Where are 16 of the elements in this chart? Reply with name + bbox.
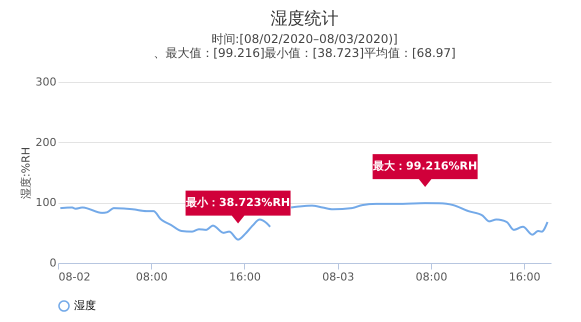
x-tick-label: 08:00 xyxy=(136,270,168,284)
annotation: 最小：38.723%RH xyxy=(184,196,290,210)
y-tick-label: 300 xyxy=(36,76,56,88)
x-tick-label: 16:00 xyxy=(508,270,541,284)
chart-subtitle: 时间:[08/02/2020–08/03/2020)] 、最大值：[99.216]最小值：[38.723]平均值：[68.97] xyxy=(153,32,456,60)
x-tick-label: 16:00 xyxy=(229,270,261,284)
y-tick-label: 200 xyxy=(36,136,56,149)
x-tick-label: 08-03 xyxy=(322,270,354,284)
chart-title: 湿度统计 xyxy=(270,9,338,29)
annotation: 最大：99.216%RH xyxy=(372,160,478,173)
x-tick-label: 08-02 xyxy=(58,270,90,284)
y-tick-label: 100 xyxy=(36,196,56,210)
legend-label: 湿度 xyxy=(74,299,96,312)
x-tick-label: 08:00 xyxy=(416,270,448,284)
y-tick-label: 0 xyxy=(50,256,56,270)
y-axis-title: 湿度:%RH xyxy=(20,146,33,200)
